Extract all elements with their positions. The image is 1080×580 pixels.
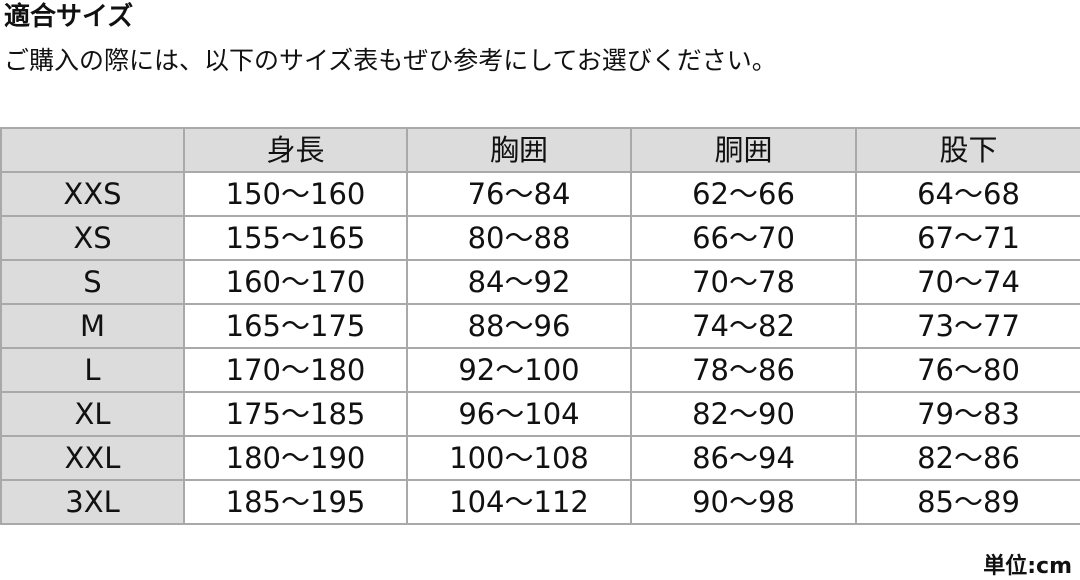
cell-height: 165〜175 [183,303,408,349]
cell-chest: 84〜92 [406,259,632,305]
table-row: XL 175〜185 96〜104 82〜90 79〜83 [0,391,1080,437]
header-row: 身長 胸囲 胴囲 股下 [0,127,1080,173]
cell-size: XXS [0,171,185,217]
cell-height: 170〜180 [183,347,408,393]
cell-height: 150〜160 [183,171,408,217]
header-cell-waist: 胴囲 [630,127,857,173]
cell-waist: 82〜90 [630,391,857,437]
cell-height: 175〜185 [183,391,408,437]
table-row: XXS 150〜160 76〜84 62〜66 64〜68 [0,171,1080,217]
cell-chest: 96〜104 [406,391,632,437]
cell-waist: 66〜70 [630,215,857,261]
cell-inseam: 76〜80 [855,347,1080,393]
cell-inseam: 85〜89 [855,479,1080,525]
page-title: 適合サイズ [4,2,134,32]
cell-inseam: 79〜83 [855,391,1080,437]
cell-size: L [0,347,185,393]
cell-inseam: 67〜71 [855,215,1080,261]
cell-size: XXL [0,435,185,481]
table-row: 3XL 185〜195 104〜112 90〜98 85〜89 [0,479,1080,525]
table-row: XXL 180〜190 100〜108 86〜94 82〜86 [0,435,1080,481]
table-row: XS 155〜165 80〜88 66〜70 67〜71 [0,215,1080,261]
table-row: L 170〜180 92〜100 78〜86 76〜80 [0,347,1080,393]
size-table: 身長 胸囲 胴囲 股下 XXS 150〜160 76〜84 62〜66 64〜68 XS 1… [0,127,1080,525]
cell-size: S [0,259,185,305]
cell-size: XS [0,215,185,261]
cell-chest: 100〜108 [406,435,632,481]
cell-inseam: 70〜74 [855,259,1080,305]
cell-height: 155〜165 [183,215,408,261]
cell-chest: 80〜88 [406,215,632,261]
page-subtitle: ご購入の際には、以下のサイズ表もぜひ参考にしてお選びください。 [4,46,777,75]
cell-waist: 74〜82 [630,303,857,349]
cell-size: XL [0,391,185,437]
unit-label: 単位:cm [983,554,1072,579]
header-cell-height: 身長 [183,127,408,173]
cell-waist: 78〜86 [630,347,857,393]
cell-size: M [0,303,185,349]
cell-inseam: 82〜86 [855,435,1080,481]
cell-chest: 92〜100 [406,347,632,393]
cell-chest: 76〜84 [406,171,632,217]
cell-inseam: 73〜77 [855,303,1080,349]
cell-waist: 90〜98 [630,479,857,525]
cell-height: 160〜170 [183,259,408,305]
cell-waist: 62〜66 [630,171,857,217]
cell-waist: 70〜78 [630,259,857,305]
cell-size: 3XL [0,479,185,525]
cell-height: 185〜195 [183,479,408,525]
cell-chest: 88〜96 [406,303,632,349]
cell-waist: 86〜94 [630,435,857,481]
header-cell-inseam: 股下 [855,127,1080,173]
cell-height: 180〜190 [183,435,408,481]
cell-chest: 104〜112 [406,479,632,525]
header-cell-size [0,127,185,173]
table-row: S 160〜170 84〜92 70〜78 70〜74 [0,259,1080,305]
cell-inseam: 64〜68 [855,171,1080,217]
header-cell-chest: 胸囲 [406,127,632,173]
table-row: M 165〜175 88〜96 74〜82 73〜77 [0,303,1080,349]
